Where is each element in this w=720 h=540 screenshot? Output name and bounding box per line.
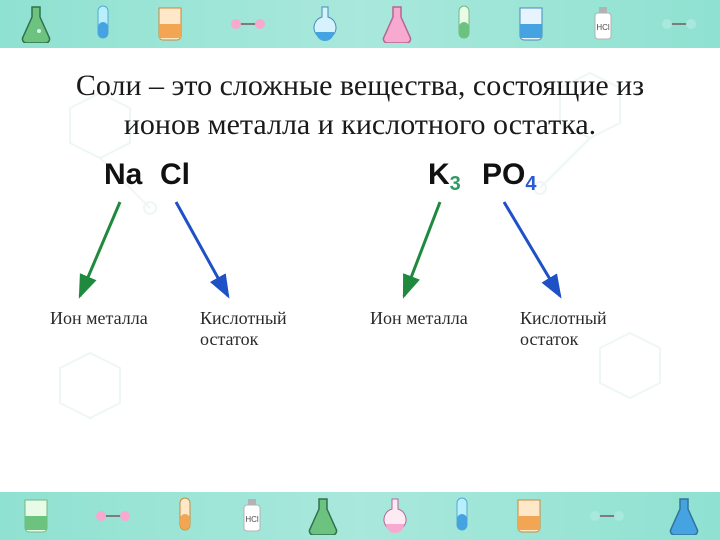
flask-icon [669,497,699,535]
compound-block-k3po4: K3 PO4 Ион металла Кислотный остаток [370,158,670,368]
beaker-icon [21,498,51,534]
flask-icon [21,5,51,43]
beaker-icon [155,6,185,42]
compound-block-nacl: Na Cl Ион металла Кислотный остаток [50,158,350,368]
svg-text:HCl: HCl [596,23,610,32]
testtube-icon [93,4,113,44]
hcl-bottle-icon: HCl [589,5,617,43]
svg-text:HCl: HCl [245,515,259,524]
slide-title: Соли – это сложные вещества, состоящие и… [50,66,670,144]
metal-ion-label: Ион металла [50,308,160,329]
molecule-icon [93,501,133,531]
flask-icon [308,497,338,535]
beaker-icon [514,498,544,534]
beaker-icon [516,6,546,42]
testtube-icon [454,4,474,44]
acid-residue-label: Кислотный остаток [200,308,340,349]
slide-content: Соли – это сложные вещества, состоящие и… [0,48,720,492]
testtube-icon [452,496,472,536]
acid-residue-label: Кислотный остаток [520,308,660,349]
molecule-icon [228,9,268,39]
formula-row: Na Cl Ион металла Кислотный остаток K3 P… [40,158,680,368]
hcl-bottle-icon: HCl [238,497,266,535]
decorative-border-top: HCl [0,0,720,48]
molecule-icon [587,501,627,531]
molecule-icon [659,9,699,39]
decorative-border-bottom: HCl [0,492,720,540]
testtube-icon [175,496,195,536]
roundflask-icon [310,5,340,43]
metal-ion-label: Ион металла [370,308,480,329]
roundflask-icon [380,497,410,535]
flask-icon [382,5,412,43]
